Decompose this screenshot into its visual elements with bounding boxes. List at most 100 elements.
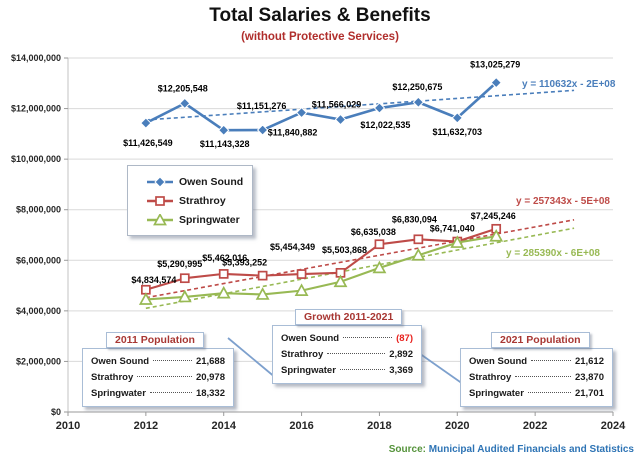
y-axis-label: $14,000,000 (11, 53, 61, 63)
info-row-value: 3,369 (389, 365, 413, 376)
dotted-leader (339, 369, 386, 370)
square-marker-icon (179, 273, 190, 284)
series-line (144, 235, 498, 301)
data-label: $12,022,535 (360, 120, 410, 130)
info-row-label: Strathroy (469, 372, 512, 383)
info-row-value: (87) (396, 333, 413, 344)
data-label: $12,205,548 (158, 83, 208, 93)
trendline-owen-sound (145, 89, 575, 121)
diamond-marker-icon (295, 106, 308, 119)
info-row: Strathroy 2,892 (281, 347, 413, 363)
population-2011-box-rows: Owen Sound 21,688 Strathroy 20,978 Springwat… (91, 354, 225, 402)
x-axis-label: 2018 (367, 420, 391, 432)
triangle-marker-icon (177, 289, 192, 303)
dotted-leader (327, 353, 386, 354)
triangle-marker-icon (489, 229, 504, 242)
y-axis-label: $12,000,000 (11, 104, 61, 114)
data-label: $11,426,549 (123, 138, 173, 148)
dotted-leader (515, 376, 571, 377)
legend-label-springwater: Springwater (179, 213, 240, 226)
population-2021-box-rows: Owen Sound 21,612 Strathroy 23,870 Springwat… (469, 354, 604, 402)
info-row-label: Springwater (469, 388, 524, 399)
x-axis-label: 2010 (56, 420, 80, 432)
info-row-value: 21,688 (195, 356, 225, 367)
growth-2011-2021-box-rows: Owen Sound (87) Strathroy 2,892 Springwater 3… (281, 331, 413, 379)
diamond-marker-icon (154, 175, 166, 188)
data-label: $5,454,349 (270, 242, 315, 252)
chart-title: Total Salaries & Benefits (209, 5, 431, 26)
population-2021-box: 2021 Population Owen Sound 21,612 Strathro… (460, 332, 613, 407)
data-label: $6,635,038 (351, 227, 396, 237)
dotted-leader (531, 360, 571, 361)
legend-item-strathroy: Strathroy (145, 195, 252, 207)
x-axis-label: 2022 (523, 420, 547, 432)
triangle-marker-icon (372, 260, 387, 274)
owen-sound-marker-icon (147, 175, 173, 188)
data-label: $6,830,094 (392, 214, 437, 224)
y-axis-label: $8,000,000 (16, 205, 61, 215)
legend: Owen Sound Strathroy Springwater (127, 165, 253, 236)
info-row-value: 21,612 (574, 356, 604, 367)
square-marker-icon (374, 239, 385, 250)
info-row: Springwater 3,369 (281, 363, 413, 379)
info-row-label: Owen Sound (281, 333, 340, 344)
springwater-marker-icon (147, 213, 173, 225)
connector-line-left (227, 337, 277, 379)
triangle-marker-icon (216, 285, 231, 299)
diamond-marker-icon (451, 112, 463, 124)
diamond-marker-icon (412, 96, 425, 108)
data-label: $11,632,703 (433, 127, 483, 137)
info-row: Springwater 21,701 (469, 386, 604, 402)
legend-label-owen-sound: Owen Sound (179, 175, 244, 188)
dotted-leader (343, 337, 393, 338)
data-label: $12,250,675 (392, 82, 442, 92)
population-2011-box: 2011 Population Owen Sound 21,688 Strathro… (82, 332, 234, 407)
y-axis-label: $10,000,000 (11, 154, 61, 164)
triangle-marker-icon (138, 292, 153, 305)
data-label: $4,834,574 (131, 275, 176, 285)
data-label: $5,462,016 (202, 253, 247, 263)
series-springwater (138, 229, 504, 305)
diamond-marker-icon (140, 117, 152, 129)
dotted-leader (153, 360, 192, 361)
square-marker-icon (413, 234, 424, 245)
y-axis-label: $4,000,000 (16, 306, 61, 316)
info-row: Springwater 18,332 (91, 386, 225, 402)
info-row-value: 20,978 (195, 372, 225, 383)
info-row-value: 23,870 (574, 372, 604, 383)
info-row-value: 21,701 (574, 388, 604, 399)
info-row-label: Springwater (91, 388, 146, 399)
triangle-marker-icon (255, 287, 270, 300)
chart-subtitle: (without Protective Services) (241, 31, 399, 43)
square-marker-icon (296, 269, 307, 279)
legend-item-owen-sound: Owen Sound (145, 176, 252, 188)
data-label: $11,151,276 (237, 101, 287, 111)
triangle-marker-icon (153, 213, 167, 225)
info-row: Strathroy 23,870 (469, 370, 604, 386)
diamond-marker-icon (256, 124, 269, 136)
x-axis-label: 2024 (601, 420, 626, 432)
diamond-marker-icon (373, 102, 386, 114)
square-marker-icon (218, 269, 229, 279)
dotted-leader (527, 392, 571, 393)
source-note: Source: Municipal Audited Financials and… (389, 444, 634, 455)
y-axis-labels: $0 $2,000,000 $4,000,000 $6,000,000 $8,000,0… (11, 53, 61, 417)
series-owen-sound (140, 76, 502, 136)
trend-equation-springwater: y = 285390x - 6E+08 (506, 248, 600, 259)
data-label: $5,503,868 (322, 245, 367, 255)
growth-2011-2021-box: Growth 2011-2021 Owen Sound (87) Strathroy… (272, 309, 422, 384)
diamond-marker-icon (334, 113, 347, 126)
data-labels-owen-sound: $11,426,549 $12,205,548 $11,143,328 $11,151… (123, 60, 520, 150)
connector-line-right (415, 350, 464, 385)
trendline-springwater (145, 227, 575, 310)
population-2011-box-title: 2011 Population (106, 332, 204, 348)
strathroy-marker-icon (147, 195, 173, 206)
legend-label-strathroy: Strathroy (179, 194, 226, 207)
dotted-leader (149, 392, 192, 393)
dotted-leader (137, 376, 192, 377)
triangle-marker-icon (411, 247, 426, 261)
trend-equation-owen-sound: y = 110632x - 2E+08 (522, 79, 616, 90)
info-row: Owen Sound 21,688 (91, 354, 225, 370)
axes (64, 57, 614, 416)
square-marker-icon (257, 270, 268, 281)
